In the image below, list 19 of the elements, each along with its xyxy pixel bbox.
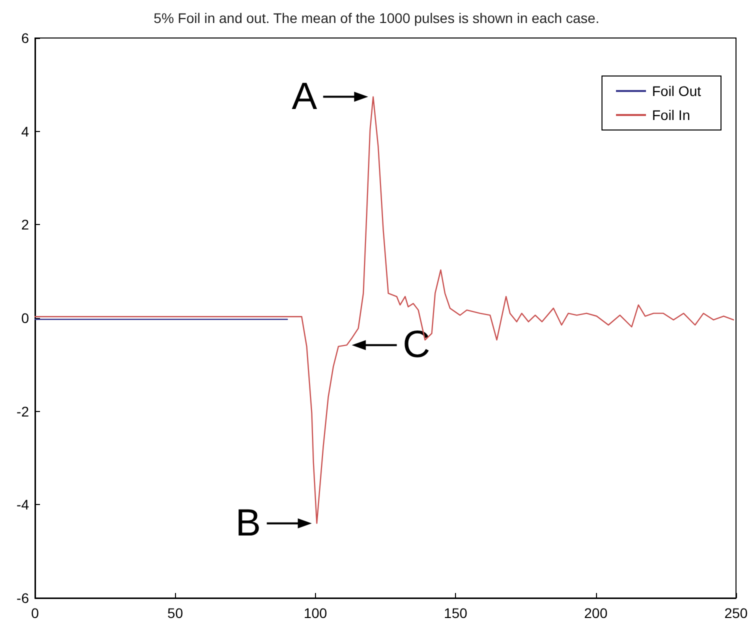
y-tick-label: 2 — [21, 216, 30, 233]
x-tick-label: 150 — [444, 605, 468, 621]
legend-label: Foil In — [652, 107, 690, 123]
x-tick-label: 200 — [584, 605, 608, 621]
legend-label: Foil Out — [652, 83, 702, 99]
x-tick-label: 0 — [31, 605, 40, 621]
chart-title: 5% Foil in and out. The mean of the 1000 pulses is shown in each case. — [154, 10, 600, 26]
y-tick-label: -2 — [16, 403, 30, 420]
x-tick-label: 100 — [304, 605, 328, 621]
y-tick-label: -6 — [16, 590, 30, 606]
x-tick-label: 250 — [724, 605, 748, 621]
y-tick-label: 0 — [21, 310, 30, 326]
y-tick-label: 4 — [21, 123, 30, 140]
annotation: C — [402, 324, 430, 366]
annotation: A — [292, 76, 318, 118]
annotation: B — [235, 502, 261, 544]
y-tick-label: 6 — [21, 30, 30, 46]
y-tick-label: -4 — [16, 496, 30, 513]
x-tick-label: 50 — [167, 605, 184, 621]
